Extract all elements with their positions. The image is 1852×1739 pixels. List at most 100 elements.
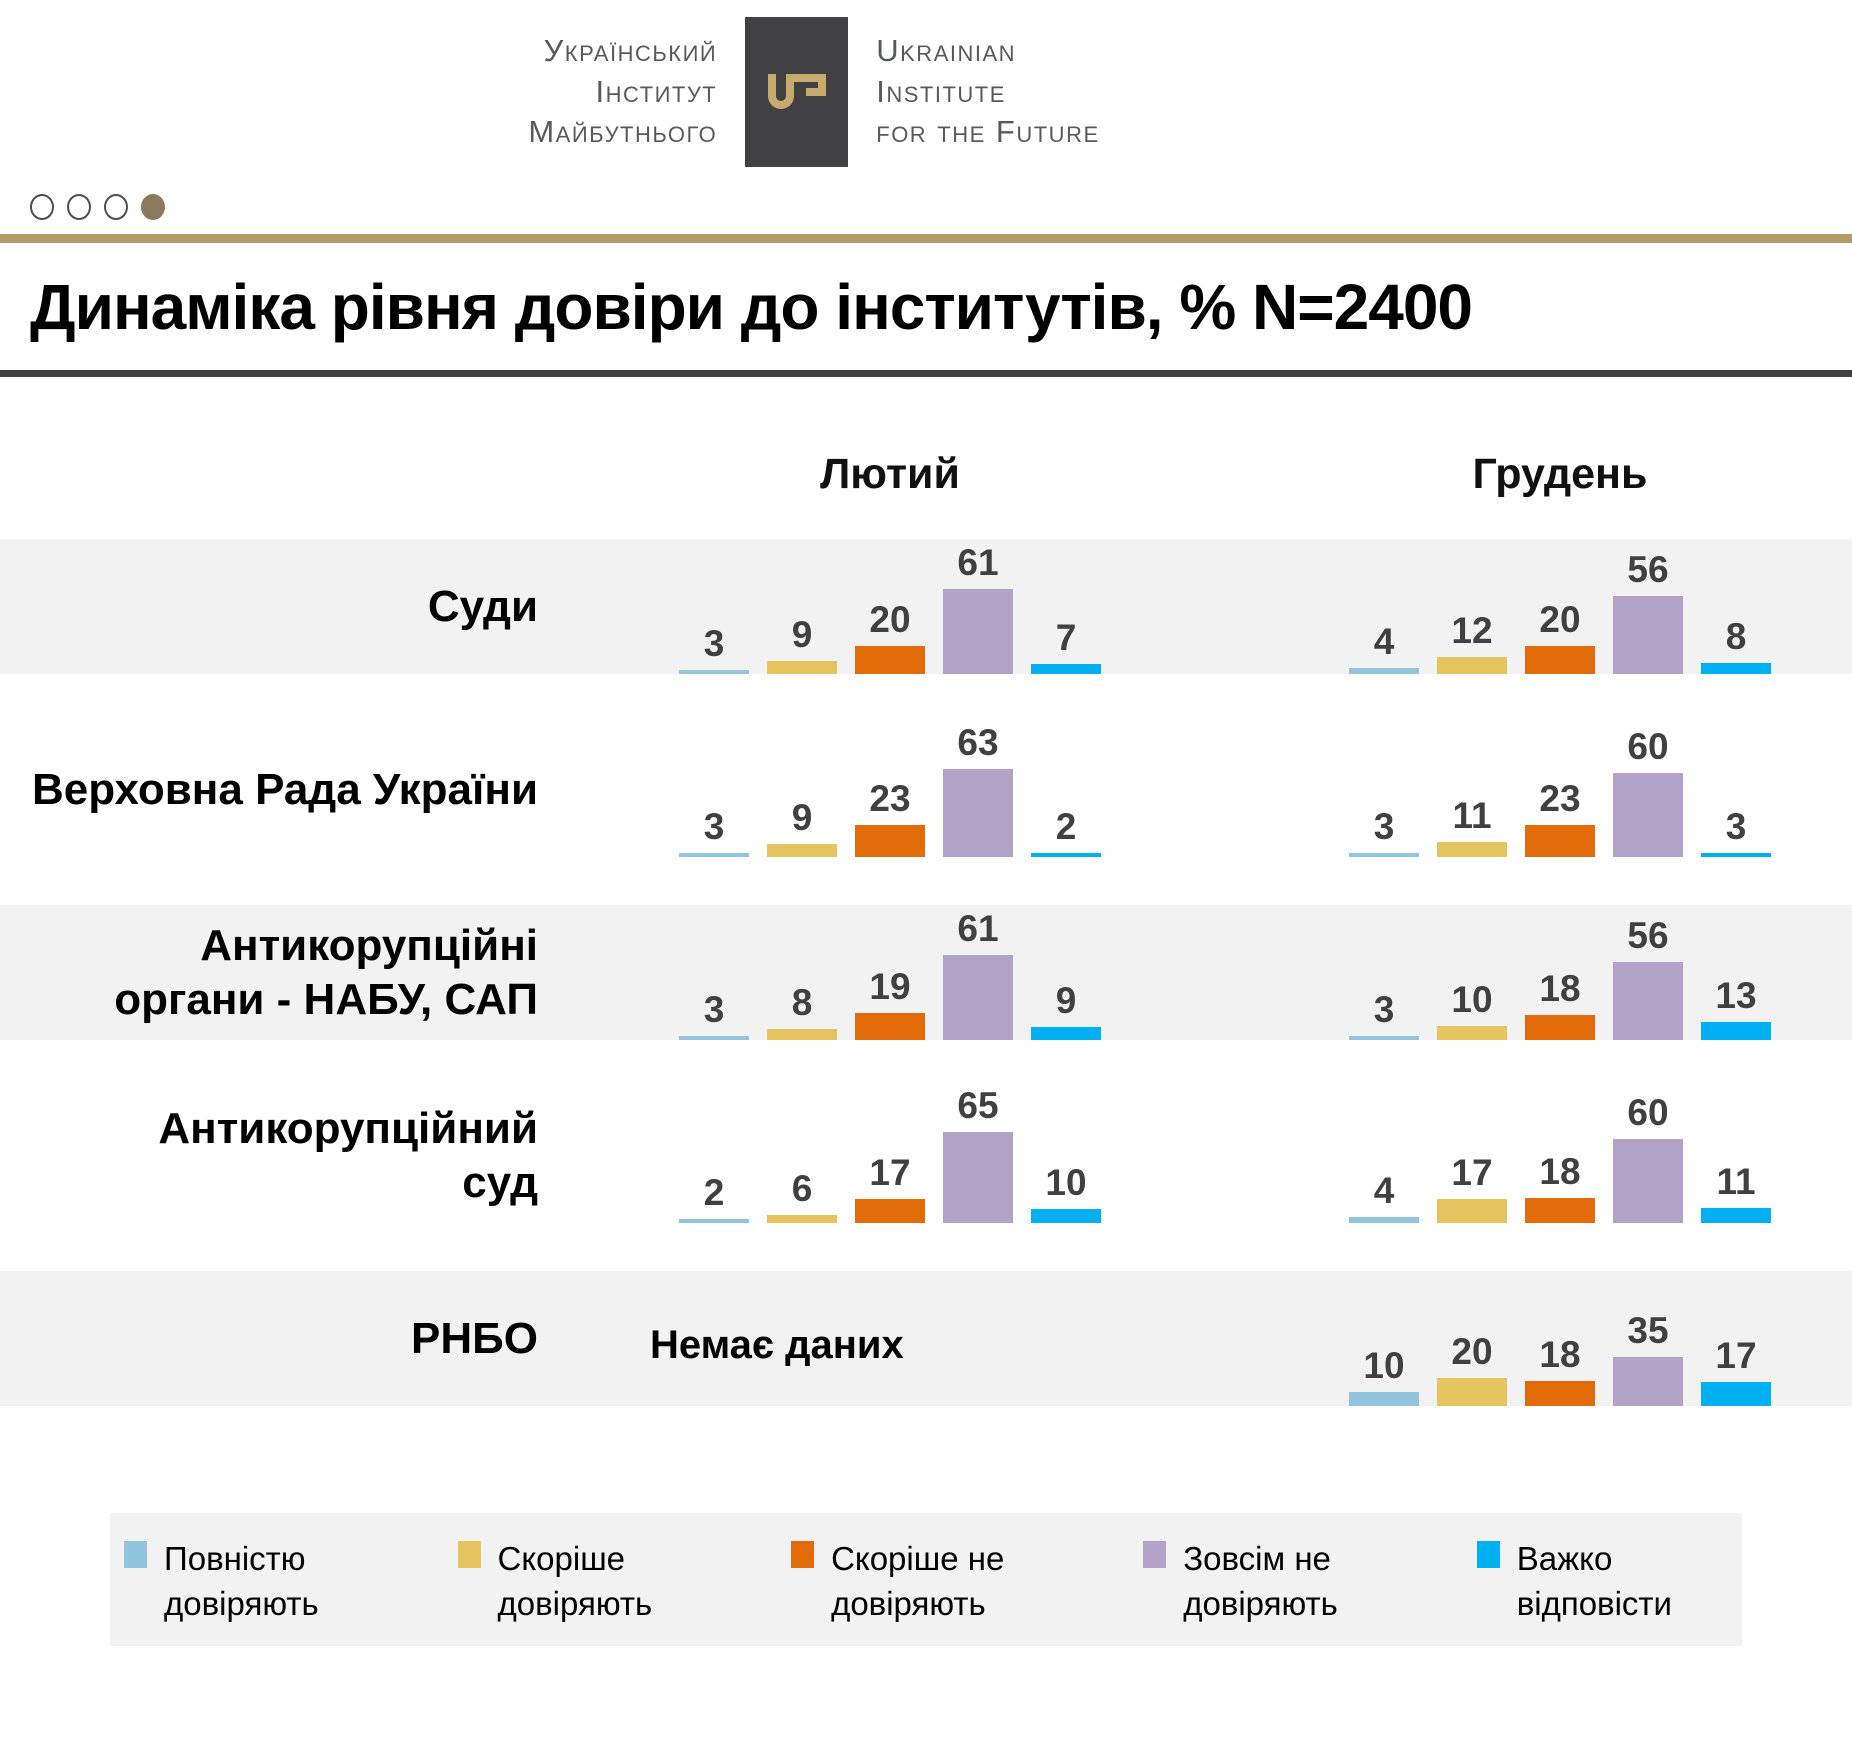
bar-cell: 10	[1031, 1162, 1101, 1223]
logo-text-ukrainian: Український Інститут Майбутнього	[528, 31, 717, 154]
bar-fully-trust	[1349, 853, 1419, 857]
bar-value-label: 20	[869, 599, 911, 640]
key-icon	[767, 74, 826, 109]
pagination-dots	[30, 194, 1852, 221]
logo-line: Майбутнього	[528, 114, 718, 150]
logo-line: Інститут	[595, 73, 718, 109]
bar-cell: 3	[679, 806, 749, 857]
bar-cell: 3	[1349, 989, 1419, 1040]
legend-item: Повністю довіряють	[124, 1537, 319, 1626]
bar-cell: 4	[1349, 621, 1419, 674]
bar-value-label: 4	[1373, 1170, 1395, 1211]
bar-value-label: 6	[791, 1168, 813, 1209]
bar-cell: 11	[1437, 795, 1507, 857]
legend-swatch-fully-trust	[124, 1541, 147, 1568]
bar-value-label: 20	[1539, 599, 1581, 640]
column-headers: Лютий Грудень	[0, 377, 1852, 539]
february-bar-group: 3 8 19 61 9	[650, 905, 1130, 1040]
bar-rather-distrust	[855, 1013, 925, 1040]
bar-cell: 3	[1701, 806, 1771, 857]
bar-fully-trust	[1349, 1217, 1419, 1223]
bar-value-label: 10	[1451, 979, 1493, 1020]
legend-swatch-rather-distrust	[791, 1541, 815, 1568]
bar-value-label: 3	[1725, 806, 1747, 847]
institution-label: Антикорупційний суд	[158, 1103, 538, 1207]
legend-swatch-rather-trust	[457, 1541, 481, 1568]
bar-value-label: 9	[791, 614, 813, 655]
bar-value-label: 3	[703, 623, 725, 664]
bar-cell: 7	[1031, 617, 1101, 674]
bar-cell: 56	[1613, 549, 1683, 674]
bar-cell: 35	[1613, 1310, 1683, 1406]
bar-value-label: 3	[703, 989, 725, 1030]
bar-cell: 56	[1613, 915, 1683, 1040]
bar-value-label: 9	[1055, 980, 1077, 1021]
bar-rather-distrust	[855, 825, 925, 857]
bar-value-label: 18	[1539, 1151, 1581, 1192]
bar-hard-to-answer	[1031, 853, 1101, 857]
bar-cell: 9	[1031, 980, 1101, 1040]
bar-cell: 3	[679, 989, 749, 1040]
bar-value-label: 60	[1627, 1092, 1669, 1133]
bar-fully-trust	[1349, 1036, 1419, 1040]
february-bar-group: 3 9 23 63 2	[650, 722, 1130, 857]
bar-value-label: 2	[1055, 806, 1077, 847]
bar-cell: 61	[943, 542, 1013, 674]
pagination-dot[interactable]	[104, 194, 128, 220]
no-data-note: Немає даних	[650, 1323, 904, 1367]
institution-row: Антикорупційний суд 2 6 17 65 10 4 17 18 60 11	[0, 1085, 1852, 1223]
bar-rather-trust	[1437, 1378, 1507, 1406]
bar-hard-to-answer	[1031, 1027, 1101, 1040]
december-bar-group: 4 12 20 56 8	[1320, 539, 1800, 674]
bar-rather-trust	[767, 661, 837, 674]
legend-label: Скоріше не довіряють	[831, 1540, 1005, 1622]
bar-value-label: 65	[957, 1085, 999, 1126]
pagination-dot[interactable]	[67, 194, 91, 220]
bar-rather-distrust	[1525, 646, 1595, 674]
bar-full-distrust	[1613, 773, 1683, 857]
pagination-dot-active[interactable]	[141, 194, 165, 220]
legend-item: Скоріше довіряють	[457, 1537, 652, 1626]
bar-value-label: 13	[1715, 975, 1757, 1016]
legend: Повністю довіряють Скоріше довіряють Скорі…	[110, 1513, 1742, 1646]
bar-cell: 2	[679, 1172, 749, 1223]
logo-text-english: Ukrainian Institute for the Future	[876, 31, 1099, 154]
bar-rather-trust	[1437, 1026, 1507, 1040]
bar-cell: 17	[855, 1152, 925, 1223]
gold-divider	[0, 234, 1852, 243]
bar-rather-trust	[767, 1215, 837, 1223]
february-bar-group: 3 9 20 61 7	[650, 539, 1130, 674]
page-title: Динаміка рівня довіри до інститутів, % N…	[30, 271, 1473, 343]
institution-row: Верховна Рада України 3 9 23 63 2 3 11 23 60 3	[0, 722, 1852, 857]
bar-fully-trust	[679, 1036, 749, 1040]
bar-cell: 17	[1437, 1152, 1507, 1223]
bar-cell: 10	[1349, 1345, 1419, 1406]
pagination-dot[interactable]	[30, 194, 54, 220]
bar-rather-trust	[1437, 842, 1507, 857]
bar-hard-to-answer	[1701, 1208, 1771, 1223]
bar-cell: 3	[679, 623, 749, 674]
bar-value-label: 18	[1539, 1334, 1581, 1375]
bar-full-distrust	[1613, 962, 1683, 1040]
bar-value-label: 19	[869, 966, 911, 1007]
bar-full-distrust	[943, 769, 1013, 857]
bar-value-label: 10	[1363, 1345, 1405, 1386]
bar-full-distrust	[943, 955, 1013, 1040]
bar-value-label: 60	[1627, 726, 1669, 767]
bar-cell: 18	[1525, 968, 1595, 1040]
bar-cell: 8	[1701, 616, 1771, 674]
bar-fully-trust	[1349, 1392, 1419, 1406]
legend-item: Важко відповісти	[1476, 1537, 1672, 1626]
bar-rather-trust	[767, 1029, 837, 1040]
bar-cell: 20	[855, 599, 925, 674]
institution-row: Антикорупційні органи - НАБУ, САП 3 8 19 61 9…	[0, 905, 1852, 1040]
bar-cell: 3	[1349, 806, 1419, 857]
bar-rather-trust	[767, 844, 837, 857]
bar-hard-to-answer	[1701, 1382, 1771, 1406]
bar-full-distrust	[943, 589, 1013, 674]
bar-rather-distrust	[855, 1199, 925, 1223]
bar-cell: 9	[767, 614, 837, 674]
bar-value-label: 8	[1725, 616, 1747, 657]
bar-value-label: 11	[1452, 795, 1492, 836]
